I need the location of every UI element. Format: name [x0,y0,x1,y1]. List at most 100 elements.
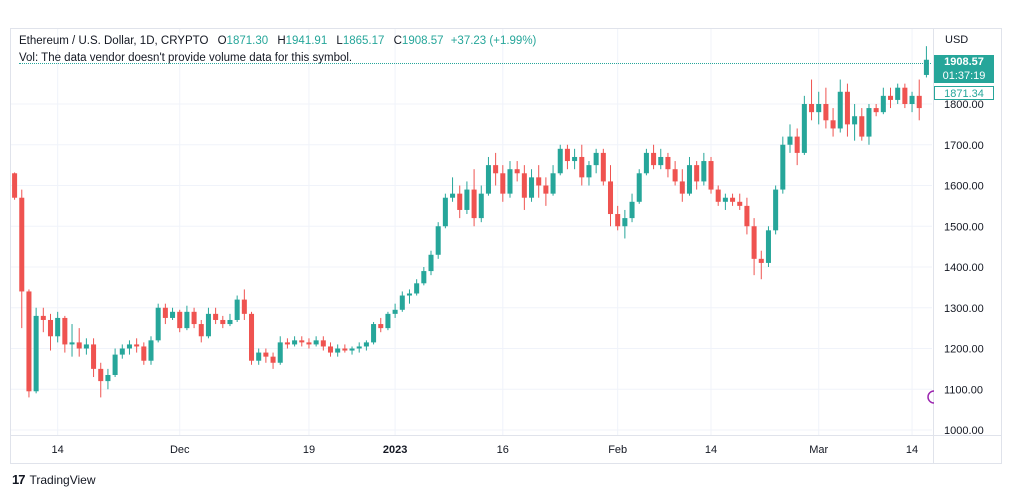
candle[interactable] [55,311,61,343]
candle[interactable] [12,172,18,200]
candle[interactable] [521,165,527,210]
candle[interactable] [249,311,255,365]
candle[interactable] [758,250,764,280]
candle[interactable] [148,336,154,365]
candle[interactable] [414,279,420,296]
candle[interactable] [227,313,233,327]
candle[interactable] [170,307,176,320]
candle[interactable] [564,144,570,170]
candle[interactable] [256,348,262,365]
candle[interactable] [887,87,894,109]
candle[interactable] [895,83,901,104]
candle[interactable] [794,128,800,166]
candle[interactable] [916,79,922,121]
candle[interactable] [349,346,355,355]
candle[interactable] [83,338,89,355]
candle[interactable] [557,144,563,176]
candle[interactable] [471,169,477,227]
candle[interactable] [306,338,312,349]
candle[interactable] [636,169,642,204]
candle[interactable] [464,181,470,215]
candle[interactable] [356,342,362,353]
candle[interactable] [450,177,456,202]
candle[interactable] [859,108,865,141]
alert-marker-icon[interactable] [927,390,935,404]
candle[interactable] [184,305,190,331]
candle[interactable] [270,352,276,369]
candle[interactable] [852,104,858,141]
candle[interactable] [529,169,535,202]
candle[interactable] [701,152,707,186]
candle[interactable] [902,83,908,109]
candle[interactable] [177,309,183,333]
candle[interactable] [787,124,793,153]
candle[interactable] [830,108,836,137]
candle[interactable] [514,161,520,182]
currency-label[interactable]: USD [945,34,969,46]
candle[interactable] [909,91,915,113]
candle[interactable] [241,289,247,320]
candle[interactable] [493,152,499,186]
candle[interactable] [679,169,685,202]
candle[interactable] [198,319,204,343]
candle[interactable] [91,338,97,378]
candle[interactable] [672,161,678,186]
candle[interactable] [40,307,46,333]
candle[interactable] [141,342,147,365]
chart-frame[interactable] [10,28,1002,464]
candle[interactable] [651,144,657,170]
candle[interactable] [536,165,542,198]
candle[interactable] [205,307,211,339]
candle[interactable] [363,340,369,351]
candle[interactable] [765,226,771,267]
candle[interactable] [816,91,822,125]
candle[interactable] [385,311,391,331]
candle[interactable] [694,161,700,190]
candle[interactable] [629,193,635,223]
candle[interactable] [76,328,82,357]
candle[interactable] [299,336,305,347]
candle[interactable] [428,250,434,276]
candle[interactable] [751,218,757,276]
candle[interactable] [708,156,714,194]
candle[interactable] [112,348,118,378]
candle[interactable] [550,165,556,196]
candle[interactable] [686,156,692,196]
candle[interactable] [378,317,384,333]
candle[interactable] [780,136,786,194]
candle[interactable] [593,148,599,174]
candle[interactable] [399,291,405,312]
candle[interactable] [234,295,240,323]
candle[interactable] [220,315,226,329]
candle[interactable] [213,307,219,325]
candle[interactable] [26,289,32,398]
candle[interactable] [119,344,125,359]
candle[interactable] [392,303,398,318]
candle[interactable] [837,79,843,133]
candle[interactable] [277,336,283,365]
candle[interactable] [866,104,872,145]
candle[interactable] [421,267,427,286]
candle[interactable] [406,289,412,304]
candle[interactable] [600,148,606,186]
candle[interactable] [371,322,377,345]
candle[interactable] [263,348,269,363]
candle[interactable] [579,144,585,186]
candle[interactable] [134,338,140,353]
candle[interactable] [607,165,614,227]
candle[interactable] [809,79,815,121]
candle[interactable] [873,104,879,117]
candle[interactable] [801,95,807,155]
candle[interactable] [292,336,298,347]
candle[interactable] [320,336,326,351]
candle[interactable] [737,193,743,210]
candle[interactable] [722,193,728,210]
candle[interactable] [19,189,25,329]
candle[interactable] [715,185,721,206]
candle[interactable] [62,315,68,353]
candle[interactable] [572,148,578,170]
candle[interactable] [586,161,592,186]
candle[interactable] [880,87,886,115]
candle[interactable] [622,209,628,239]
